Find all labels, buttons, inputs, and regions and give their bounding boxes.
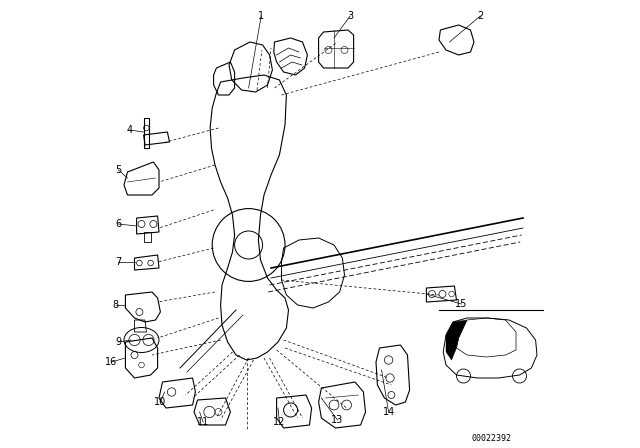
Text: 00022392: 00022392 (472, 434, 511, 443)
Text: 9: 9 (115, 337, 122, 347)
Text: 3: 3 (347, 11, 353, 21)
Text: 2: 2 (477, 11, 483, 21)
Text: 11: 11 (197, 417, 209, 427)
Text: 8: 8 (113, 300, 118, 310)
Text: 6: 6 (115, 219, 122, 229)
Text: 14: 14 (383, 407, 395, 417)
Text: 7: 7 (115, 257, 122, 267)
Text: 12: 12 (273, 417, 285, 427)
Text: 13: 13 (332, 415, 344, 425)
Text: 16: 16 (105, 357, 118, 367)
Text: 5: 5 (115, 165, 122, 175)
Text: 1: 1 (258, 11, 264, 21)
Text: 10: 10 (154, 397, 166, 407)
Text: 4: 4 (127, 125, 132, 135)
Text: 15: 15 (455, 299, 468, 309)
Polygon shape (446, 320, 467, 360)
